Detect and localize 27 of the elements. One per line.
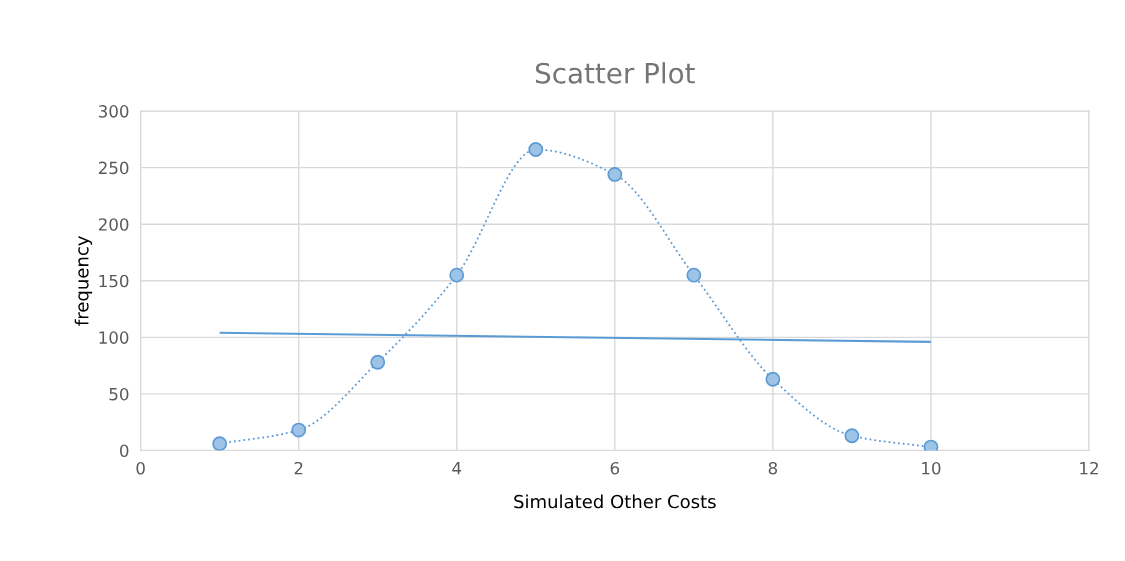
point [212, 436, 228, 451]
y-tick-label: 50 [109, 387, 129, 401]
point [607, 167, 623, 182]
x-axis-title: Simulated Other Costs [514, 494, 716, 509]
y-tick-label: 0 [120, 444, 129, 458]
x-tick-label: 12 [1080, 461, 1098, 475]
y-tick-label: 250 [98, 161, 129, 175]
point [528, 142, 544, 157]
y-tick-label: 300 [98, 105, 129, 118]
y-tick-label: 100 [99, 331, 129, 344]
x-tick-label: 0 [136, 461, 145, 475]
x-tick-label: 8 [768, 461, 778, 475]
point [923, 439, 939, 451]
chart-title: Scatter Plot [535, 62, 695, 84]
point [686, 267, 702, 283]
x-tick-label: 10 [922, 461, 941, 475]
x-tick-label: 6 [610, 461, 620, 475]
point [844, 428, 860, 444]
point [291, 422, 307, 438]
point [449, 267, 465, 283]
y-tick-label: 150 [99, 274, 129, 288]
x-tick-label: 4 [452, 462, 462, 475]
x-tick-label: 2 [294, 461, 303, 475]
point [765, 371, 781, 387]
point [370, 354, 386, 370]
y-tick-label: 200 [98, 218, 129, 231]
y-axis-title: frequency [74, 236, 93, 326]
